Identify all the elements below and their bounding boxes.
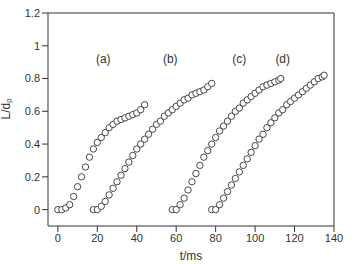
- svg-text:(c): (c): [232, 52, 246, 66]
- svg-text:120: 120: [285, 232, 303, 244]
- svg-text:40: 40: [131, 232, 143, 244]
- svg-text:1.2: 1.2: [25, 7, 40, 19]
- svg-text:0: 0: [34, 204, 40, 216]
- svg-text:100: 100: [246, 232, 264, 244]
- svg-text:80: 80: [210, 232, 222, 244]
- svg-text:0: 0: [55, 232, 61, 244]
- svg-text:(d): (d): [275, 52, 290, 66]
- svg-text:0.8: 0.8: [25, 72, 40, 84]
- svg-text:(a): (a): [96, 52, 111, 66]
- svg-text:(b): (b): [163, 52, 178, 66]
- svg-text:0.6: 0.6: [25, 105, 40, 117]
- svg-text:1: 1: [34, 40, 40, 52]
- svg-text:0.2: 0.2: [25, 171, 40, 183]
- svg-text:60: 60: [170, 232, 182, 244]
- svg-text:0.4: 0.4: [25, 138, 40, 150]
- svg-text:140: 140: [325, 232, 343, 244]
- svg-text:L/dₚ: L/dₚ: [0, 98, 13, 120]
- svg-text:20: 20: [91, 232, 103, 244]
- svg-text:t/ms: t/ms: [180, 249, 203, 263]
